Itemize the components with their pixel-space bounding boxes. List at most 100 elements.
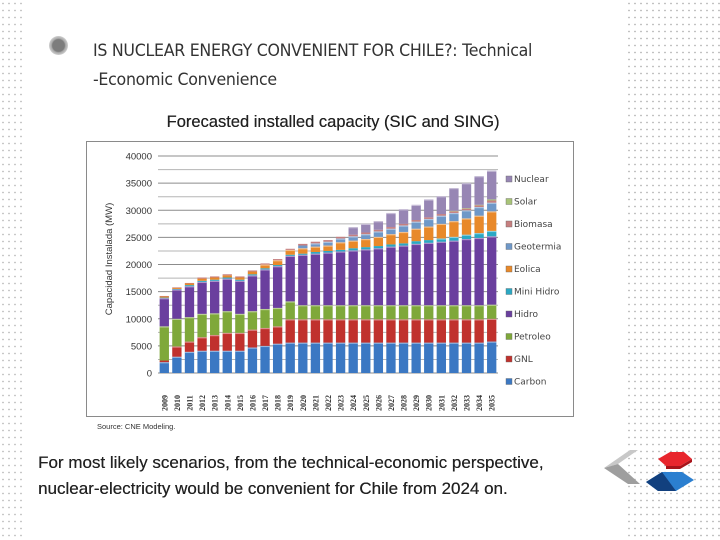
- bar-segment-gnl: [461, 319, 472, 343]
- bar-segment-mini-hidro: [285, 254, 295, 256]
- bar-segment-highlight: [323, 305, 333, 307]
- bar-segment-gnl: [348, 319, 358, 343]
- conclusion-line-2: nuclear-electricity would be convenient …: [38, 479, 508, 498]
- bar-stack-2033: [461, 183, 472, 373]
- bar-segment-gnl: [310, 319, 321, 343]
- dot-pattern-right: [626, 0, 720, 540]
- bar-segment-highlight: [222, 311, 232, 313]
- bar-segment-mini-hidro: [386, 244, 396, 247]
- x-tick-label: 2014: [223, 395, 232, 411]
- x-tick-label: 2035: [488, 395, 497, 411]
- legend-swatch: [505, 220, 513, 228]
- bar-segment-biomasa: [449, 211, 459, 213]
- x-tick-label: 2029: [412, 395, 421, 411]
- bar-segment-mini-hidro: [449, 236, 459, 241]
- x-tick-label: 2010: [173, 395, 182, 411]
- bar-stack-2022: [323, 240, 333, 373]
- bar-segment-solar: [487, 199, 497, 201]
- bar-segment-highlight: [474, 215, 484, 217]
- bar-segment-gnl: [222, 332, 232, 351]
- bar-segment-highlight: [235, 332, 245, 335]
- bar-segment-hidro: [159, 298, 169, 327]
- bar-segment-carbon: [487, 341, 497, 373]
- bar-segment-highlight: [436, 241, 446, 243]
- bar-segment-gnl: [386, 319, 396, 343]
- legend-label: Carbon: [514, 378, 546, 388]
- bar-segment-hidro: [285, 255, 295, 302]
- bar-segment-geotermia: [474, 206, 484, 216]
- bar-stack-2018: [272, 259, 283, 373]
- bar-segment-highlight: [298, 305, 308, 307]
- legend-label: Solar: [514, 198, 537, 208]
- bar-segment-petroleo: [386, 305, 396, 320]
- bar-segment-biomasa: [285, 248, 295, 250]
- bar-segment-gnl: [411, 319, 421, 343]
- bar-segment-biomasa: [398, 223, 409, 226]
- bar-segment-gnl: [184, 341, 195, 352]
- bar-segment-highlight: [323, 245, 333, 247]
- bar-segment-petroleo: [247, 311, 258, 330]
- x-tick-label: 2018: [274, 395, 283, 411]
- bar-segment-eolica: [398, 231, 409, 244]
- bar-stack-2019: [285, 248, 295, 373]
- bar-segment-carbon: [285, 342, 295, 373]
- legend: Nuclear Solar Biomasa Geotermia Eolica Mini H…: [505, 175, 561, 388]
- bar-segment-highlight: [335, 342, 346, 344]
- y-tick-label: 5000: [131, 341, 152, 352]
- bar-segment-highlight: [361, 319, 371, 321]
- bar-segment-eolica: [474, 215, 484, 234]
- bar-stack-2027: [386, 212, 396, 373]
- bar-segment-gnl: [210, 335, 220, 351]
- bar-segment-gnl: [373, 319, 384, 343]
- x-tick-label: 2024: [349, 395, 358, 411]
- bar-segment-carbon: [323, 342, 333, 373]
- bar-segment-geotermia: [436, 215, 446, 224]
- bar-segment-highlight: [461, 342, 472, 344]
- bar-segment-highlight: [272, 266, 283, 268]
- bar-segment-geotermia: [310, 243, 321, 247]
- bar-segment-mini-hidro: [398, 243, 409, 246]
- bar-segment-highlight: [487, 170, 497, 172]
- bar-segment-hidro: [361, 249, 371, 306]
- bar-segment-mini-hidro: [172, 288, 182, 290]
- y-tick-label: 10000: [126, 314, 152, 325]
- bar-segment-eolica: [323, 245, 333, 251]
- bar-segment-carbon: [474, 342, 484, 373]
- bar-segment-hidro: [436, 241, 446, 306]
- bar-segment-mini-hidro: [474, 233, 484, 238]
- bar-segment-geotermia: [298, 245, 308, 249]
- bar-segment-biomasa: [172, 287, 182, 288]
- bar-segment-highlight: [487, 236, 497, 238]
- bar-segment-carbon: [172, 356, 182, 373]
- bar-segment-highlight: [424, 226, 434, 228]
- bar-segment-highlight: [386, 342, 396, 344]
- bar-stack-2023: [335, 236, 346, 373]
- legend-label: Eolica: [514, 265, 541, 275]
- bar-segment-petroleo: [298, 305, 308, 320]
- bar-segment-gnl: [272, 326, 283, 344]
- legend-label: Biomasa: [514, 220, 553, 230]
- bar-segment-carbon: [373, 342, 384, 373]
- bar-segment-eolica: [222, 275, 232, 278]
- bar-segment-highlight: [461, 218, 472, 220]
- bar-segment-mini-hidro: [184, 285, 195, 287]
- bar-segment-highlight: [335, 238, 346, 240]
- bar-segment-hidro: [210, 280, 220, 314]
- bar-segment-gnl: [247, 329, 258, 348]
- bar-segment-biomasa: [335, 236, 346, 239]
- y-tick-label: 25000: [126, 233, 152, 244]
- chart-heading-text: Forecasted installed capacity (SIC and S…: [166, 113, 500, 131]
- bar-segment-highlight: [449, 240, 459, 242]
- bar-segment-highlight: [260, 345, 270, 348]
- bar-segment-highlight: [298, 254, 308, 256]
- legend-swatch: [505, 175, 513, 183]
- bar-segment-highlight: [386, 319, 396, 321]
- bar-segment-hidro: [424, 242, 434, 306]
- bar-segment-petroleo: [184, 317, 195, 342]
- bar-segment-highlight: [184, 341, 195, 343]
- bar-segment-eolica: [235, 277, 245, 280]
- bar-segment-nuclear: [373, 221, 384, 230]
- x-tick-label: 2030: [425, 395, 434, 411]
- bar-segment-carbon: [197, 350, 207, 373]
- bar-segment-highlight: [222, 350, 232, 352]
